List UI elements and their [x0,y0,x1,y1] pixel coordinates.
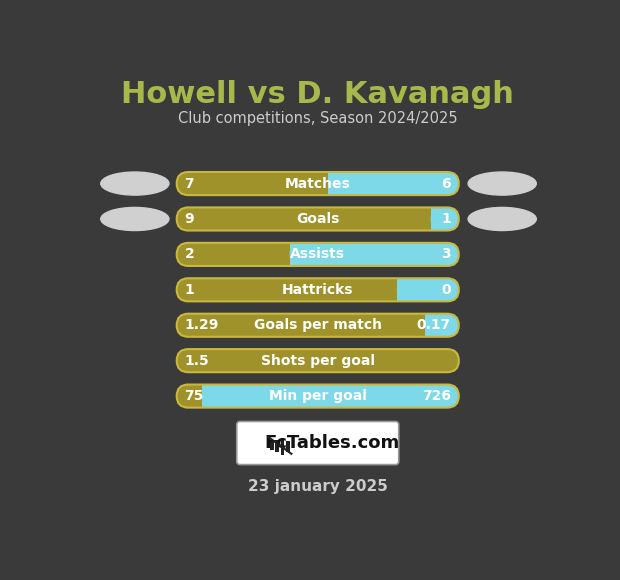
Bar [290,243,301,266]
Text: 726: 726 [422,389,451,403]
Text: Goals: Goals [296,212,339,226]
FancyBboxPatch shape [177,278,459,302]
FancyBboxPatch shape [177,208,459,230]
FancyBboxPatch shape [237,422,399,465]
FancyBboxPatch shape [177,243,459,266]
FancyBboxPatch shape [397,278,459,302]
Text: Goals per match: Goals per match [254,318,382,332]
Ellipse shape [468,208,536,230]
FancyBboxPatch shape [202,385,459,408]
Text: Matches: Matches [285,176,351,191]
Text: 1: 1 [185,283,194,297]
Text: Min per goal: Min per goal [269,389,366,403]
Bar [202,385,214,408]
Text: Howell vs D. Kavanagh: Howell vs D. Kavanagh [122,79,514,108]
Ellipse shape [468,172,536,195]
Text: 3: 3 [441,248,451,262]
Text: 0.17: 0.17 [417,318,451,332]
Text: 23 january 2025: 23 january 2025 [248,480,388,494]
FancyBboxPatch shape [329,172,459,195]
FancyBboxPatch shape [177,349,459,372]
FancyBboxPatch shape [425,314,459,337]
FancyBboxPatch shape [430,208,459,230]
Bar [425,314,436,337]
Text: 75: 75 [185,389,204,403]
Text: 6: 6 [441,176,451,191]
Text: 9: 9 [185,212,194,226]
Bar [430,208,442,230]
Text: 1.5: 1.5 [185,354,209,368]
Text: 1.29: 1.29 [185,318,219,332]
FancyBboxPatch shape [177,172,459,195]
Text: 0: 0 [441,283,451,297]
Text: 2: 2 [185,248,194,262]
Text: Club competitions, Season 2024/2025: Club competitions, Season 2024/2025 [178,111,458,126]
Text: FcTables.com: FcTables.com [264,434,399,452]
Ellipse shape [100,172,169,195]
Bar [329,172,340,195]
Bar [397,278,409,302]
Text: Hattricks: Hattricks [282,283,353,297]
Bar [270,443,273,450]
Bar [280,438,285,455]
Text: 7: 7 [185,176,194,191]
Text: Assists: Assists [290,248,345,262]
Text: Shots per goal: Shots per goal [261,354,374,368]
FancyBboxPatch shape [177,314,459,337]
Ellipse shape [100,208,169,230]
Bar [275,440,279,452]
FancyBboxPatch shape [177,385,459,408]
Text: 1: 1 [441,212,451,226]
Bar [286,441,290,451]
FancyBboxPatch shape [290,243,459,266]
